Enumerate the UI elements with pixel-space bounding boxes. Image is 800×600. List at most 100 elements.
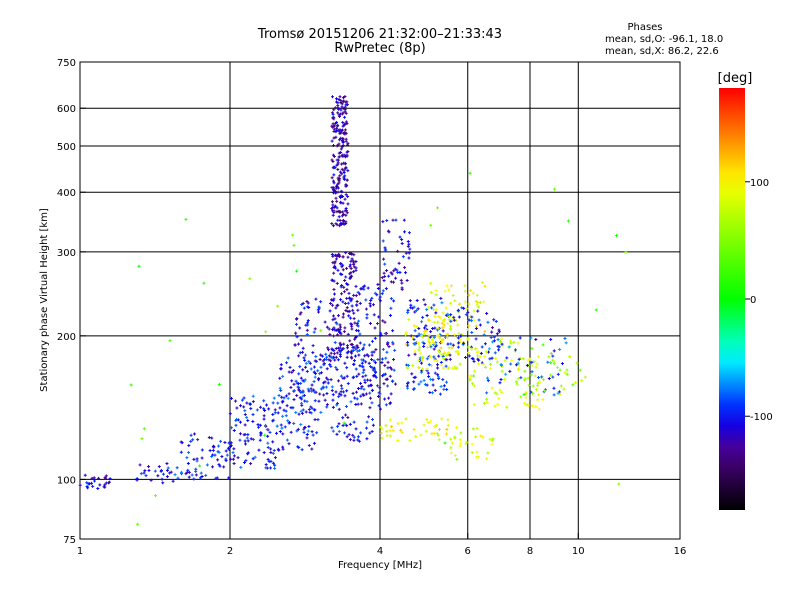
x-axis-ticks: 1 2 4 6 8 10 16 [77, 533, 687, 557]
data-point [271, 401, 275, 405]
data-point [392, 368, 396, 372]
data-point [370, 383, 374, 387]
data-point [403, 230, 407, 234]
data-point [222, 465, 226, 469]
data-point [161, 472, 165, 476]
data-point [302, 430, 306, 434]
data-point [288, 421, 292, 425]
data-point [343, 394, 347, 398]
data-point [191, 438, 195, 442]
data-point [338, 128, 342, 132]
data-point [169, 470, 173, 474]
data-point [338, 218, 342, 222]
data-point [98, 483, 102, 487]
data-point [396, 439, 400, 443]
data-point [530, 404, 534, 408]
data-point [463, 300, 467, 304]
data-point [478, 355, 482, 359]
data-point [380, 436, 384, 440]
data-point [276, 411, 280, 415]
data-point [319, 387, 323, 391]
data-point [475, 303, 479, 307]
data-point [444, 432, 448, 436]
data-point [307, 389, 311, 393]
data-point [232, 454, 236, 458]
data-point [449, 327, 453, 331]
data-point [443, 350, 447, 354]
data-point [385, 342, 389, 346]
data-point [412, 337, 416, 341]
data-point [352, 265, 356, 269]
data-point [338, 209, 342, 213]
data-point [344, 413, 348, 417]
data-point [447, 366, 451, 370]
data-point [467, 354, 471, 358]
data-point [332, 181, 336, 185]
data-point [499, 377, 503, 381]
data-point [341, 268, 345, 272]
data-point [341, 263, 345, 267]
data-point [336, 268, 340, 272]
data-point [408, 247, 412, 251]
data-point [531, 384, 535, 388]
data-point [135, 478, 139, 482]
data-point [549, 352, 553, 356]
data-point [436, 326, 440, 330]
data-point [615, 234, 619, 238]
data-point [298, 312, 302, 316]
data-point [548, 361, 552, 365]
data-point [194, 473, 198, 477]
data-point [425, 357, 429, 361]
data-point [474, 337, 478, 341]
data-point [432, 355, 436, 359]
data-point [341, 143, 345, 147]
data-point [273, 456, 277, 460]
data-point [347, 433, 351, 437]
data-point [373, 336, 377, 340]
data-point [382, 257, 386, 261]
data-point [406, 308, 410, 312]
data-point [446, 352, 450, 356]
data-point [351, 433, 355, 437]
data-point [333, 358, 337, 362]
data-point [312, 330, 316, 334]
data-point [558, 368, 562, 372]
data-point [540, 375, 544, 379]
data-point [362, 387, 366, 391]
data-point [348, 297, 352, 301]
data-point [311, 351, 315, 355]
data-point [431, 383, 435, 387]
data-point [426, 345, 430, 349]
data-point [357, 439, 361, 443]
data-point [398, 235, 402, 239]
x-tick-label: 16 [674, 546, 687, 557]
data-point [220, 455, 224, 459]
data-point [322, 363, 326, 367]
data-point [578, 368, 582, 372]
data-point [303, 358, 307, 362]
data-point [376, 282, 380, 286]
data-point [449, 301, 453, 305]
y-axis-label: Stationary phase Virtual Height [km] [39, 208, 50, 392]
data-point [402, 218, 406, 222]
data-point [299, 401, 303, 405]
data-point [378, 299, 382, 303]
data-point [523, 369, 527, 373]
data-point [312, 441, 316, 445]
data-point [358, 332, 362, 336]
data-point [437, 428, 441, 432]
data-point [262, 407, 266, 411]
data-point [263, 409, 267, 413]
data-point [377, 315, 381, 319]
data-point [332, 129, 336, 133]
data-point [422, 423, 426, 427]
data-point [485, 397, 489, 401]
data-point [343, 326, 347, 330]
data-point [391, 218, 395, 222]
data-point [386, 229, 390, 233]
data-point [383, 397, 387, 401]
data-point [357, 372, 361, 376]
data-point [334, 204, 338, 208]
data-point [313, 375, 317, 379]
data-point [380, 357, 384, 361]
